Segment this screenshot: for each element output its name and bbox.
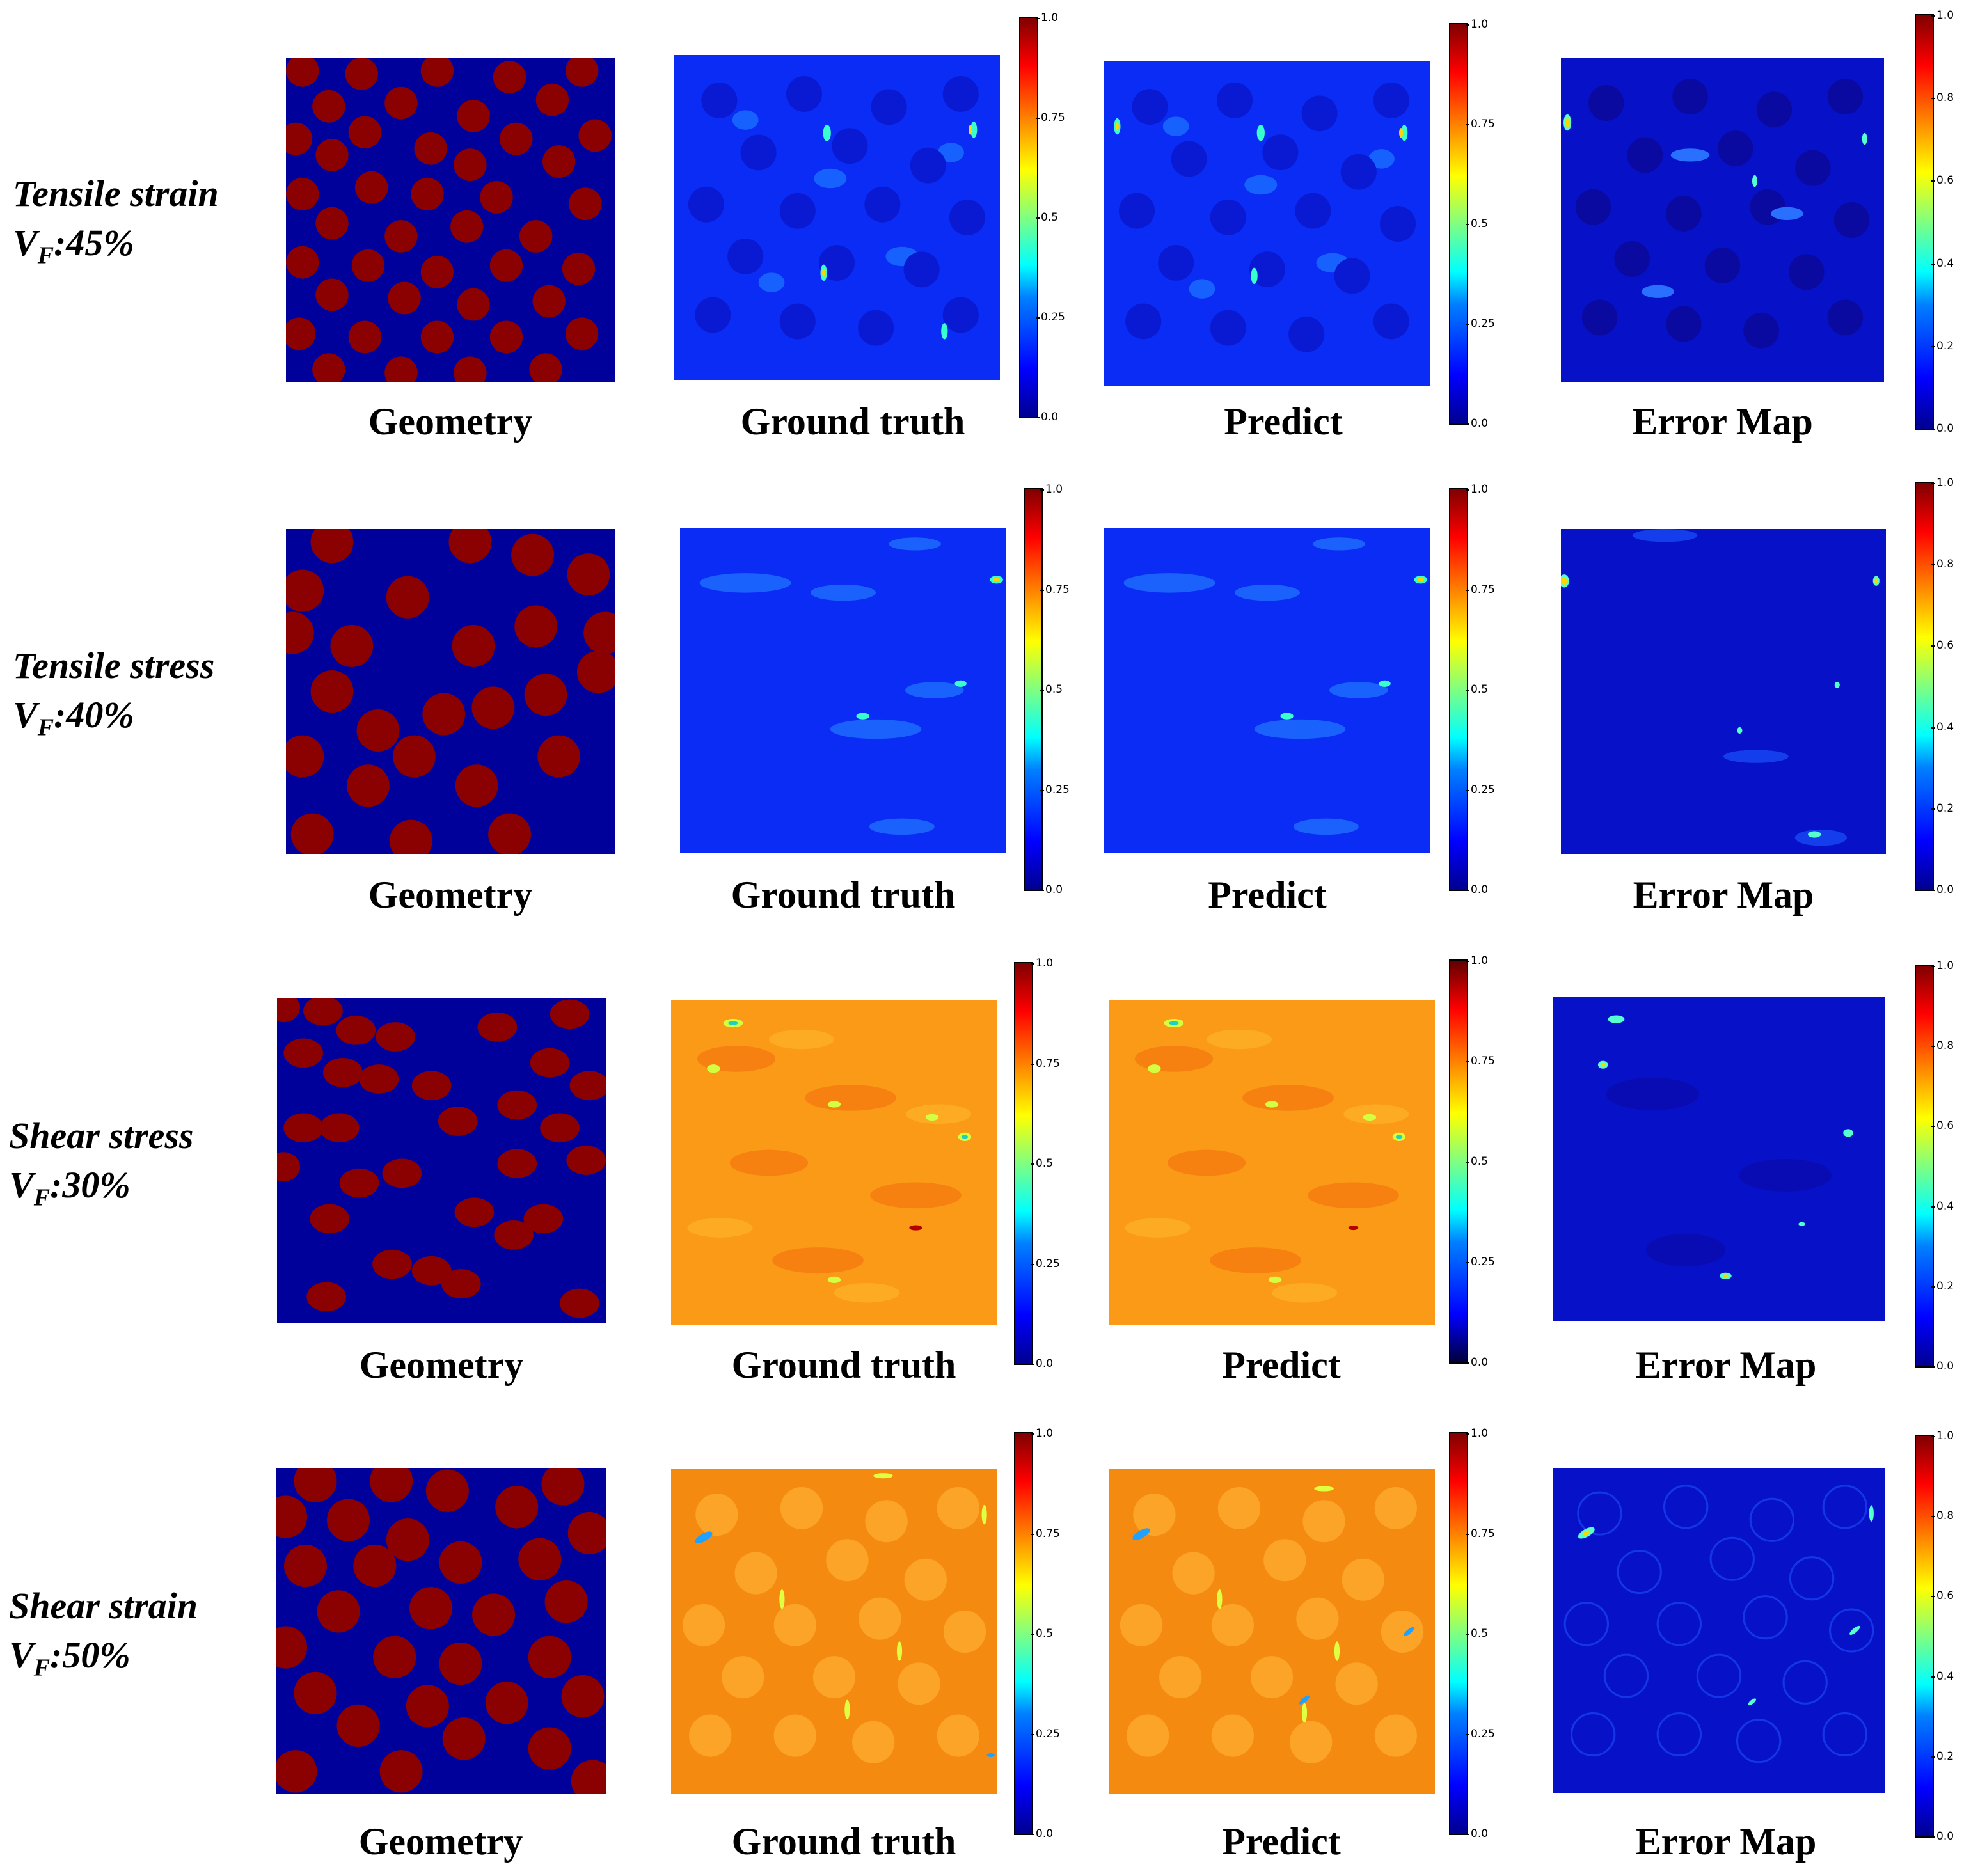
row-title: Shear strain	[9, 1585, 198, 1627]
caption-ground-truth: Ground truth	[731, 1344, 956, 1386]
row-tensile-strain: Tensile strain VF:45% Geometry	[0, 0, 1971, 467]
row-shear-stress: Shear stress VF:30% Geometry	[0, 940, 1971, 1407]
error-map-panel	[1561, 58, 1884, 382]
caption-predict: Predict	[1208, 874, 1327, 916]
predict-panel	[1104, 528, 1430, 853]
colorbar: 0.0 0.25 0.5 0.75 1.0	[1014, 1427, 1060, 1840]
colorbar: 0.0 0.25 0.5 0.75 1.0	[1449, 483, 1495, 896]
predict-panel	[1109, 1469, 1435, 1794]
colorbar: 0.0 0.25 0.5 0.75 1.0	[1024, 483, 1070, 896]
colorbar: 0.0 0.25 0.5 0.75 1.0	[1449, 954, 1495, 1369]
ground-truth-panel	[671, 1469, 997, 1794]
row-shear-strain: Shear strain VF:50% Geometry	[0, 1410, 1971, 1876]
colorbar: 0.0 0.2 0.4 0.6 0.8 1.0	[1915, 477, 1954, 896]
error-map-panel	[1553, 1468, 1885, 1793]
colorbar: 0.0 0.25 0.5 0.75 1.0	[1449, 1427, 1495, 1840]
caption-geometry: Geometry	[359, 1344, 524, 1386]
caption-ground-truth: Ground truth	[731, 1820, 956, 1863]
row-label: Shear strain VF:50%	[9, 1582, 198, 1683]
geometry-panel	[277, 998, 606, 1323]
predict-panel	[1104, 61, 1430, 386]
volume-fraction: VF:50%	[9, 1634, 131, 1682]
colorbar: 0.0 0.25 0.5 0.75 1.0	[1019, 12, 1065, 423]
caption-error-map: Error Map	[1632, 400, 1813, 443]
row-label: Shear stress VF:30%	[9, 1112, 193, 1213]
geometry-panel	[286, 58, 615, 382]
caption-predict: Predict	[1222, 1344, 1341, 1386]
row-title: Tensile strain	[13, 173, 219, 214]
colorbar: 0.0 0.2 0.4 0.6 0.8 1.0	[1915, 959, 1954, 1373]
volume-fraction: VF:40%	[13, 693, 134, 741]
caption-geometry: Geometry	[368, 874, 533, 916]
volume-fraction: VF:45%	[13, 221, 134, 269]
colorbar: 0.0 0.25 0.5 0.75 1.0	[1449, 18, 1495, 430]
caption-geometry: Geometry	[358, 1820, 523, 1863]
row-label: Tensile stress VF:40%	[13, 642, 214, 743]
error-map-panel	[1553, 997, 1885, 1321]
row-title: Tensile stress	[13, 645, 215, 686]
caption-ground-truth: Ground truth	[731, 874, 956, 916]
row-label: Tensile strain VF:45%	[13, 169, 219, 271]
row-tensile-stress: Tensile stress VF:40% Geometry	[0, 470, 1971, 937]
colorbar: 0.0 0.25 0.5 0.75 1.0	[1014, 957, 1060, 1370]
geometry-panel	[286, 529, 615, 854]
caption-ground-truth: Ground truth	[740, 400, 965, 443]
caption-predict: Predict	[1222, 1820, 1341, 1863]
colorbar: 0.0 0.2 0.4 0.6 0.8 1.0	[1915, 1430, 1954, 1843]
caption-error-map: Error Map	[1635, 1344, 1817, 1386]
caption-geometry: Geometry	[368, 400, 533, 443]
error-map-panel	[1561, 529, 1886, 854]
volume-fraction: VF:30%	[9, 1163, 131, 1211]
predict-panel	[1109, 1000, 1435, 1325]
caption-error-map: Error Map	[1633, 874, 1814, 916]
caption-predict: Predict	[1224, 400, 1343, 443]
colorbar: 0.0 0.2 0.4 0.6 0.8 1.0	[1915, 9, 1954, 435]
caption-error-map: Error Map	[1635, 1820, 1817, 1863]
ground-truth-panel	[671, 1000, 997, 1325]
ground-truth-panel	[680, 528, 1006, 853]
row-title: Shear stress	[9, 1115, 194, 1156]
ground-truth-panel	[674, 55, 1000, 380]
geometry-panel	[276, 1468, 606, 1794]
